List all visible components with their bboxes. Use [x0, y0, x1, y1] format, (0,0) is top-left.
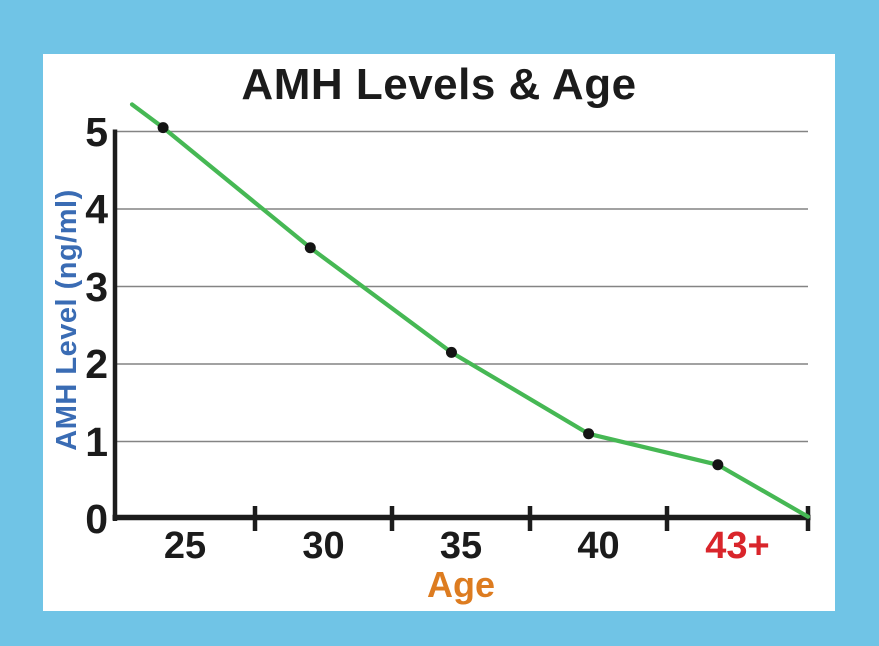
- x-tick-label-35: 35: [439, 525, 483, 567]
- x-tick-label-40: 40: [577, 525, 620, 567]
- y-tick-label-4: 4: [85, 186, 108, 232]
- y-axis-title: AMH Level (ng/ml): [51, 189, 83, 451]
- x-axis-title: Age: [426, 564, 495, 605]
- y-tick-label-0: 0: [85, 496, 108, 542]
- y-tick-label-3: 3: [85, 263, 108, 310]
- x-tick-label-25: 25: [163, 525, 207, 567]
- y-tick-label-2: 2: [85, 341, 108, 387]
- y-tick-label-1: 1: [85, 418, 108, 465]
- x-tick-label-30: 30: [302, 525, 345, 567]
- x-tick-label-43plus: 43+: [705, 525, 770, 567]
- y-tick-label-5: 5: [85, 108, 108, 155]
- chart-title: AMH Levels & Age: [241, 60, 637, 109]
